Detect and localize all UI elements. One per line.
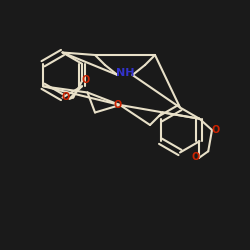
Text: O: O <box>192 152 200 162</box>
Text: O: O <box>82 75 90 85</box>
Text: NH: NH <box>116 68 134 78</box>
Text: O: O <box>62 92 70 102</box>
Text: O: O <box>212 125 220 135</box>
Text: O: O <box>114 100 122 110</box>
